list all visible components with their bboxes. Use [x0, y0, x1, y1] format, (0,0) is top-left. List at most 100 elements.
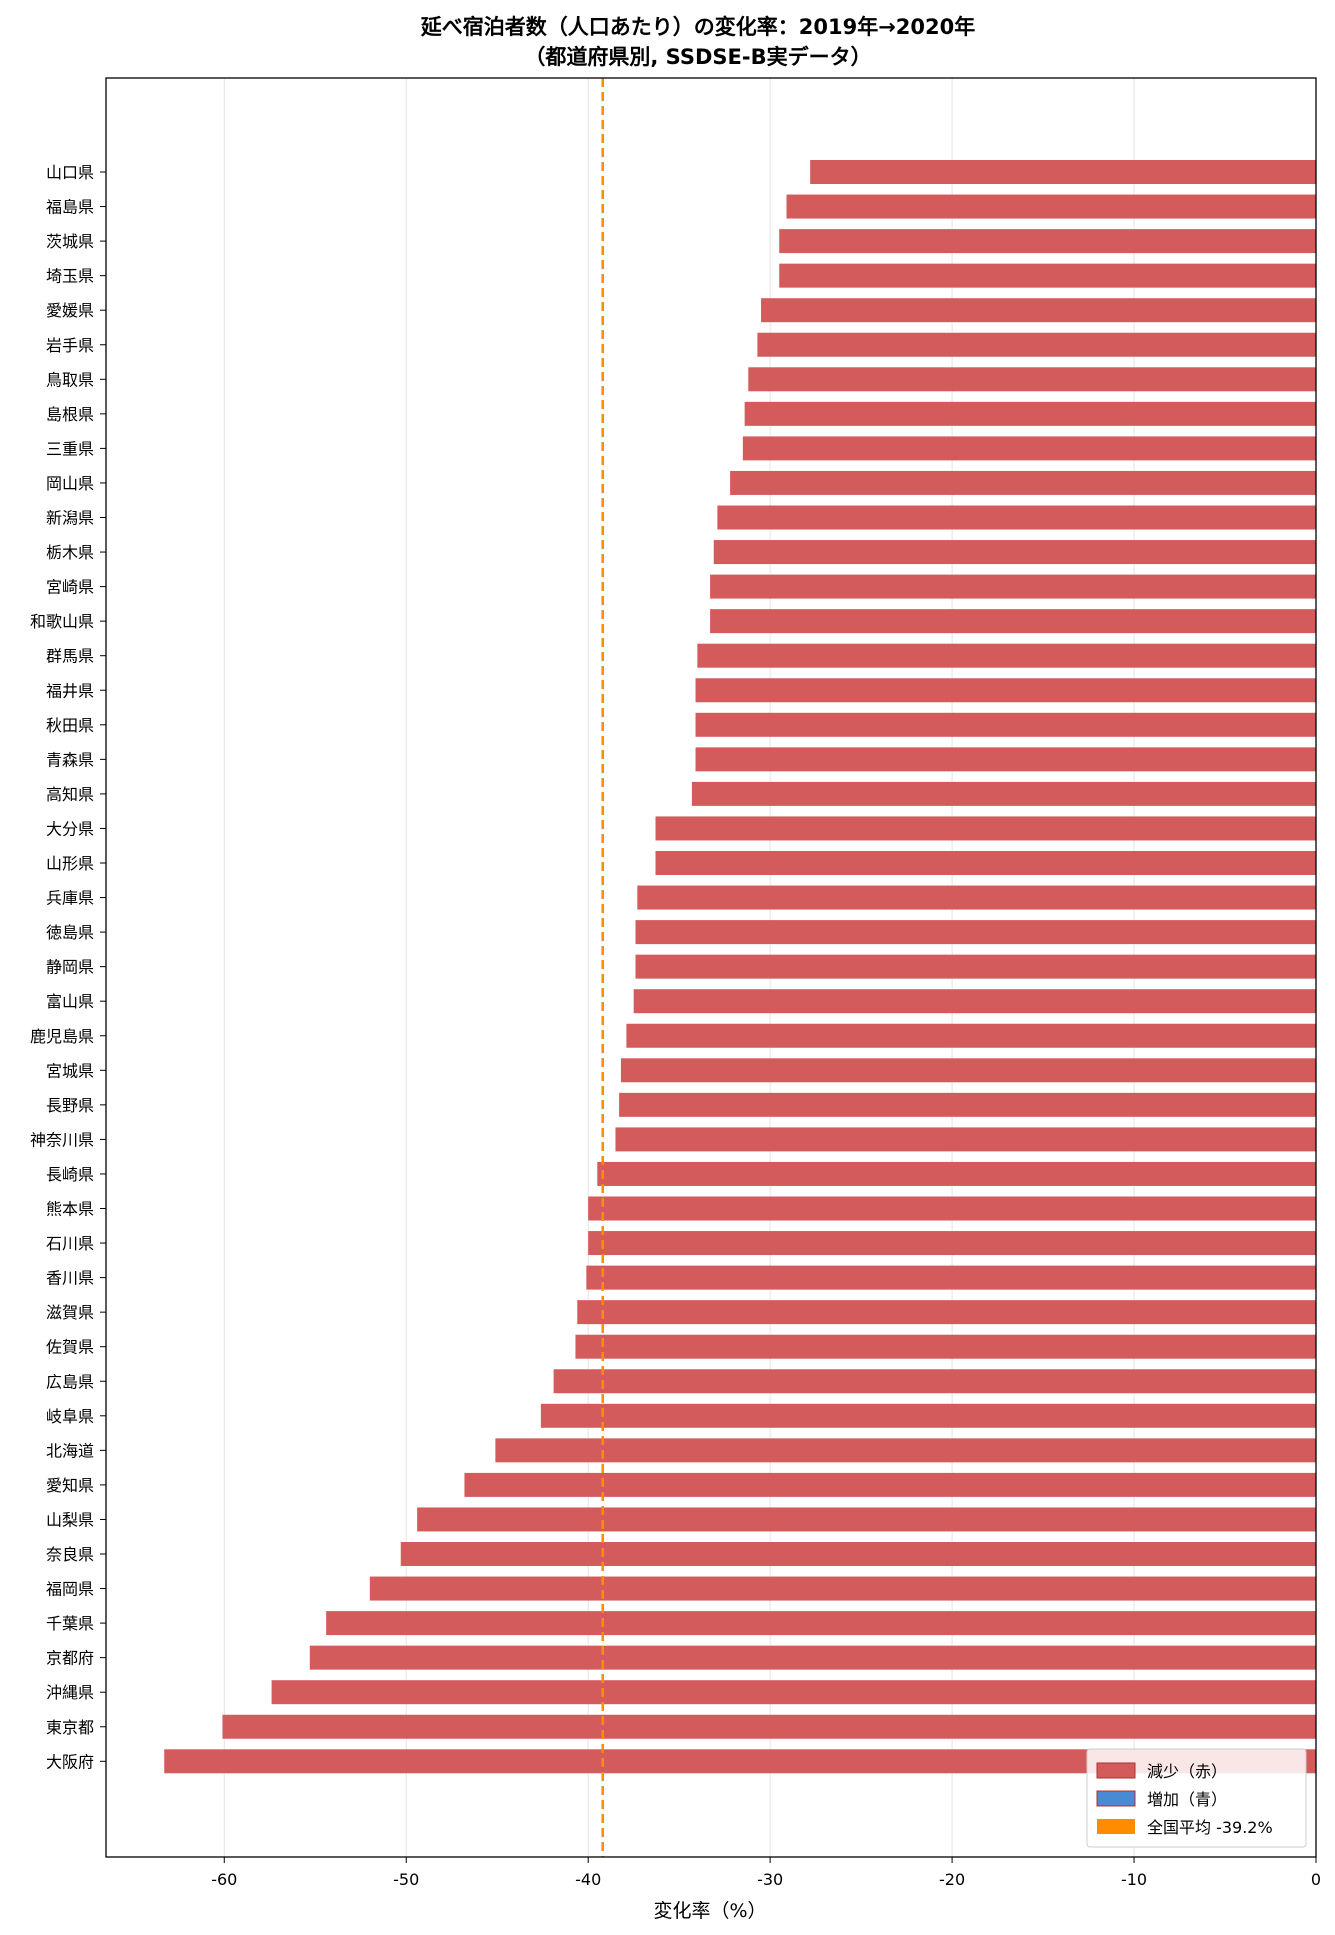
x-tick-label: -50 — [393, 1870, 419, 1889]
y-tick-label: 北海道 — [46, 1441, 94, 1460]
y-tick-label: 岩手県 — [46, 336, 94, 355]
bar — [553, 1369, 1316, 1394]
legend-box — [1086, 1748, 1307, 1848]
y-tick-label: 愛知県 — [46, 1476, 94, 1495]
y-tick-label: 長野県 — [46, 1096, 94, 1115]
bar — [695, 678, 1316, 703]
bar — [713, 540, 1316, 565]
bar — [588, 1231, 1316, 1256]
y-tick-label: 高知県 — [46, 785, 94, 804]
y-tick-label: 宮崎県 — [46, 578, 94, 597]
x-axis: -60 -50 -40 -30 -20 -10 0 — [211, 1857, 1321, 1889]
y-tick-label: 愛媛県 — [46, 301, 94, 320]
y-tick-label: 熊本県 — [46, 1200, 94, 1219]
bar — [588, 1196, 1316, 1221]
bar — [697, 643, 1316, 668]
y-tick-label: 神奈川県 — [30, 1130, 94, 1149]
y-tick-label: 島根県 — [46, 405, 94, 424]
bar — [695, 712, 1316, 737]
x-tick-label: -20 — [939, 1870, 965, 1889]
x-tick-label: -30 — [757, 1870, 783, 1889]
y-tick-label: 新潟県 — [46, 509, 94, 528]
legend: 減少（赤） 増加（青） 全国平均 -39.2% — [1086, 1748, 1307, 1848]
y-tick-label: 長崎県 — [46, 1165, 94, 1184]
bar — [744, 401, 1316, 426]
bar — [691, 781, 1316, 806]
bar — [326, 1611, 1316, 1636]
bar — [779, 263, 1316, 288]
bar — [620, 1058, 1316, 1083]
bar — [586, 1265, 1316, 1290]
plot-frame — [105, 77, 1317, 1858]
legend-label: 全国平均 -39.2% — [1147, 1818, 1273, 1837]
y-tick-label: 佐賀県 — [46, 1338, 94, 1357]
y-tick-label: 兵庫県 — [46, 889, 94, 908]
y-tick-label: 青森県 — [46, 750, 94, 769]
x-axis-label: 変化率（%） — [653, 1900, 766, 1922]
y-tick-label: 三重県 — [46, 439, 94, 458]
y-tick-label: 福島県 — [46, 198, 94, 217]
bar — [637, 885, 1316, 910]
bar — [540, 1403, 1316, 1428]
x-tick-label: -60 — [211, 1870, 237, 1889]
bar — [619, 1092, 1316, 1117]
bar — [369, 1576, 1316, 1601]
legend-swatch — [1096, 1762, 1136, 1779]
legend-label: 増加（青） — [1147, 1790, 1227, 1809]
x-tick-label: -40 — [575, 1870, 601, 1889]
bar — [575, 1334, 1316, 1359]
bar — [222, 1714, 1316, 1739]
y-tick-label: 静岡県 — [46, 958, 94, 977]
y-tick-label: 富山県 — [46, 992, 94, 1011]
bar — [655, 851, 1316, 875]
x-tick-label: -10 — [1121, 1870, 1147, 1889]
bar — [495, 1438, 1317, 1463]
y-tick-label: 京都府 — [46, 1649, 94, 1668]
y-tick-label: 大分県 — [46, 819, 94, 838]
y-tick-label: 千葉県 — [46, 1614, 94, 1633]
bar — [400, 1542, 1316, 1566]
y-tick-label: 山形県 — [46, 854, 94, 873]
bar — [597, 1161, 1316, 1186]
bar — [615, 1127, 1316, 1152]
y-tick-label: 山口県 — [46, 163, 94, 182]
y-tick-label: 岐阜県 — [46, 1407, 94, 1426]
y-tick-label: 徳島県 — [46, 923, 94, 942]
bar — [710, 574, 1316, 599]
x-tick-label: 0 — [1311, 1870, 1321, 1889]
y-tick-label: 奈良県 — [46, 1545, 94, 1564]
bar — [309, 1645, 1317, 1670]
bar — [757, 332, 1316, 357]
bar — [695, 747, 1316, 772]
bar-series — [164, 160, 1317, 1774]
y-tick-label: 茨城県 — [46, 232, 94, 251]
bar — [635, 920, 1316, 945]
y-tick-label: 石川県 — [46, 1234, 94, 1253]
y-tick-label: 宮城県 — [46, 1061, 94, 1080]
bar — [742, 436, 1316, 461]
bar — [761, 298, 1316, 323]
y-tick-label: 和歌山県 — [30, 612, 94, 631]
bar — [810, 160, 1316, 184]
bar — [730, 470, 1316, 495]
bar — [786, 194, 1316, 219]
bar — [717, 505, 1316, 530]
y-tick-label: 栃木県 — [46, 543, 94, 562]
legend-swatch — [1097, 1819, 1135, 1834]
y-tick-label: 福井県 — [46, 681, 94, 700]
y-tick-label: 鳥取県 — [46, 370, 94, 389]
bar — [635, 954, 1316, 979]
y-tick-label: 香川県 — [46, 1269, 94, 1288]
chart-title: 延べ宿泊者数（人口あたり）の変化率：2019年→2020年 — [420, 15, 976, 39]
bar — [626, 1023, 1316, 1048]
y-tick-label: 広島県 — [46, 1372, 94, 1391]
bar — [417, 1507, 1317, 1532]
bar — [779, 229, 1316, 254]
legend-swatch — [1096, 1790, 1136, 1807]
bar — [655, 816, 1316, 841]
bar — [271, 1680, 1316, 1705]
y-tick-label: 秋田県 — [46, 716, 94, 735]
bar — [464, 1472, 1316, 1497]
y-tick-label: 滋賀県 — [46, 1303, 94, 1322]
